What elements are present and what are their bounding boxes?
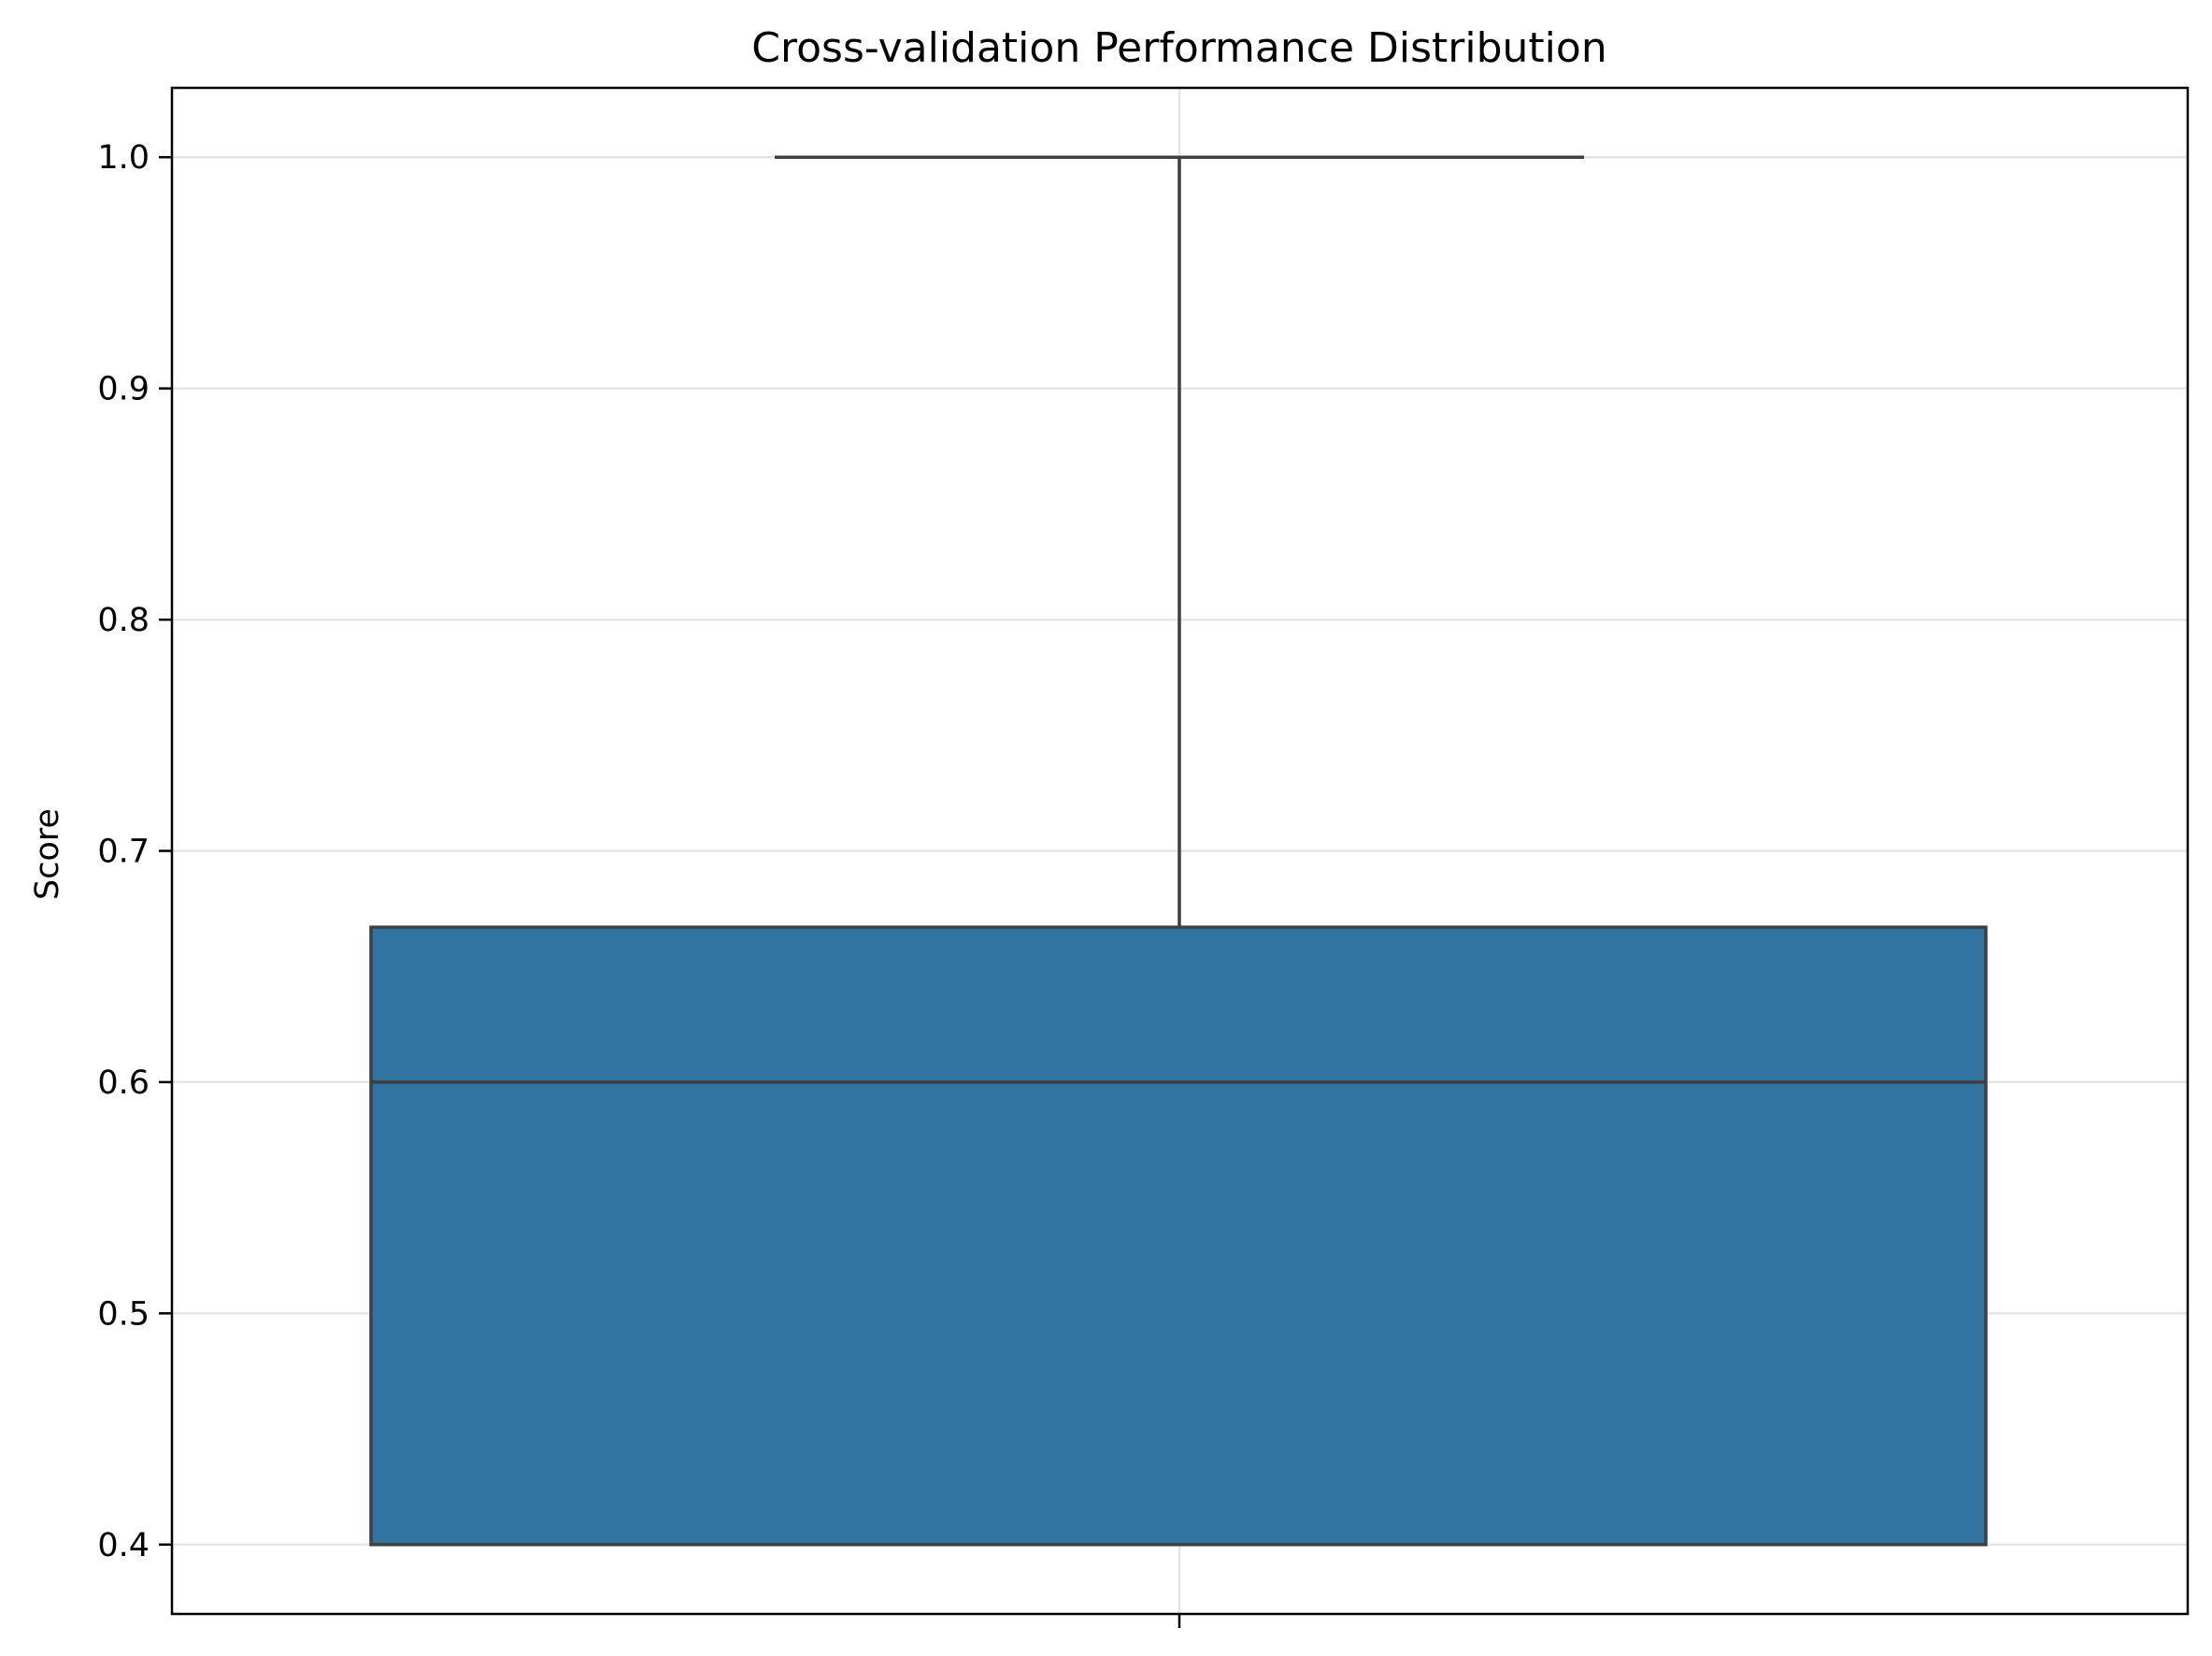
plot-marks [369, 155, 1988, 1547]
y-axis-label: Score [29, 808, 66, 900]
y-axis-ticks: 0.4 0.5 0.6 0.7 0.8 0.9 1.0 [97, 139, 172, 1564]
chart-title: Cross-validation Performance Distributio… [751, 24, 1606, 72]
y-tick-label: 0.7 [97, 834, 150, 871]
y-tick-label: 1.0 [97, 139, 150, 177]
iqr-box [369, 925, 1988, 1547]
y-tick-label: 0.6 [97, 1064, 150, 1102]
y-tick-label: 0.4 [97, 1527, 150, 1564]
y-tick-label: 0.8 [97, 602, 150, 639]
y-tick-label: 0.9 [97, 371, 150, 408]
y-tick-label: 0.5 [97, 1295, 150, 1333]
